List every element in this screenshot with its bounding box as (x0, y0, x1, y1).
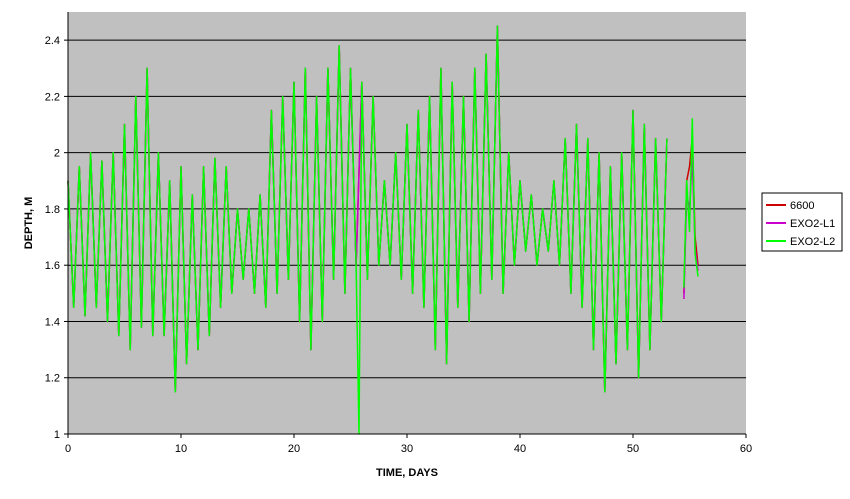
y-tick-label: 1.6 (45, 260, 60, 272)
legend-label-exo2-l2: EXO2-L2 (790, 236, 835, 248)
gridlines (68, 39, 746, 379)
x-tick-labels: 0 10 20 30 40 50 60 (65, 434, 752, 455)
legend-label-exo2-l1: EXO2-L1 (790, 218, 835, 230)
plot-area (68, 12, 746, 434)
series-line-exo2-l2 (67, 25, 668, 435)
y-tick-label: 2.4 (45, 35, 60, 47)
x-tick-label: 20 (288, 443, 300, 455)
y-axis-title: DEPTH, M (23, 197, 35, 250)
x-axis-title: TIME, DAYS (376, 467, 438, 479)
x-tick-label: 0 (65, 443, 71, 455)
x-tick-label: 10 (175, 443, 187, 455)
y-tick-label: 1.4 (45, 316, 60, 328)
series-layer (67, 25, 699, 435)
y-tick-label: 1.8 (45, 204, 60, 216)
y-tick-label: 2 (54, 148, 60, 160)
series-line-exo2-l2-segment-2 (683, 118, 699, 288)
x-tick-label: 30 (401, 443, 413, 455)
y-tick-labels: 1 1.2 1.4 1.6 1.8 2 2.2 2.4 (45, 35, 68, 441)
y-tick-label: 1 (54, 429, 60, 441)
legend: 6600 EXO2-L1 EXO2-L2 (761, 192, 843, 252)
x-tick-label: 60 (740, 443, 752, 455)
x-tick-label: 50 (627, 443, 639, 455)
x-tick-label: 40 (514, 443, 526, 455)
y-tick-label: 2.2 (45, 91, 60, 103)
legend-label-6600: 6600 (790, 200, 814, 212)
y-tick-label: 1.2 (45, 373, 60, 385)
